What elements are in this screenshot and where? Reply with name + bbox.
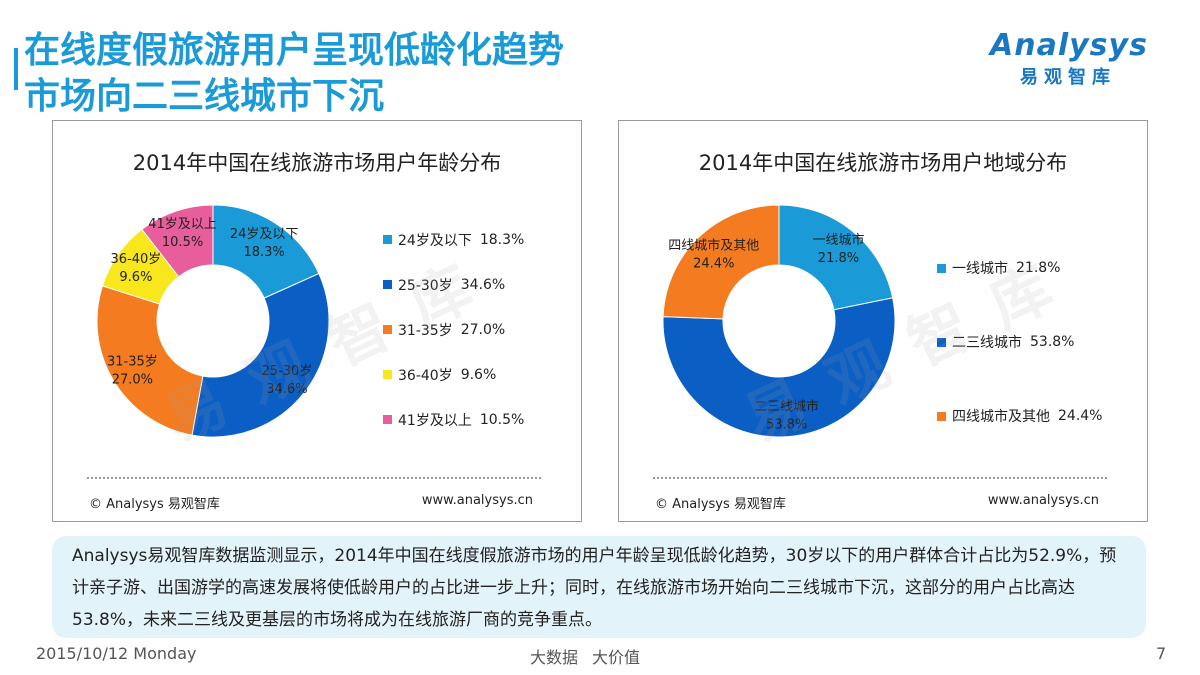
- region-donut-chart: 一线城市 21.8% 二三线城市 53.8% 四线城市及其他 24.4%: [662, 204, 896, 438]
- copyright: © Analysys 易观智库: [655, 497, 786, 512]
- legend-value: 9.6%: [460, 366, 497, 383]
- legend-value: 27.0%: [460, 321, 506, 338]
- legend-item: 四线城市及其他 24.4%: [937, 379, 1102, 453]
- chart-title: 2014年中国在线旅游市场用户年龄分布: [132, 151, 502, 175]
- legend-label: 一线城市: [952, 261, 1008, 277]
- copyright: © Analysys 易观智库: [89, 497, 220, 512]
- slice-2: [96, 285, 204, 436]
- slice-value-label: 9.6%: [119, 270, 152, 285]
- slogan-1: 大数据: [530, 648, 579, 667]
- slice-name-label: 31-35岁: [107, 354, 158, 369]
- legend-value: 34.6%: [460, 276, 506, 293]
- legend-label: 36-40岁: [398, 367, 453, 384]
- legend-label: 四线城市及其他: [952, 409, 1050, 425]
- legend-label: 二三线城市: [952, 335, 1022, 351]
- slice-name-label: 一线城市: [812, 232, 864, 248]
- slice-value-label: 53.8%: [766, 418, 807, 433]
- analysys-logo: Analysys 易观智库: [990, 28, 1170, 108]
- slice-name-label: 四线城市及其他: [668, 237, 759, 253]
- slice-name-label: 二三线城市: [754, 399, 819, 415]
- legend-label: 41岁及以上: [398, 412, 472, 429]
- legend-item: 二三线城市 53.8%: [937, 305, 1102, 379]
- slice-value-label: 18.3%: [243, 245, 284, 260]
- legend-item: 36-40岁 9.6%: [383, 352, 524, 397]
- divider: [87, 477, 541, 479]
- slice-name-label: 24岁及以下: [230, 227, 299, 242]
- legend-swatch: [937, 337, 946, 347]
- legend-item: 一线城市 21.8%: [937, 231, 1102, 305]
- legend-swatch: [937, 411, 946, 421]
- logo-text-en: Analysys: [990, 28, 1148, 63]
- date: 2015/10/12 Monday: [36, 644, 197, 663]
- slice-0: [778, 204, 894, 311]
- slice-1: [191, 272, 330, 438]
- slice-value-label: 24.4%: [693, 256, 734, 271]
- legend-item: 24岁及以下 18.3%: [383, 217, 524, 262]
- legend-item: 31-35岁 27.0%: [383, 307, 524, 352]
- age-donut-chart: 24岁及以下 18.3% 25-30岁 34.6% 31-35岁 27.0% 36-40岁 9…: [96, 204, 330, 438]
- slice-4: [141, 204, 214, 278]
- age-chart-panel: 2014年中国在线旅游市场用户年龄分布 24岁及以下 18.3% 25-30岁 34.…: [52, 120, 582, 522]
- legend-label: 31-35岁: [398, 322, 453, 339]
- legend-swatch: [937, 263, 946, 273]
- age-legend: 24岁及以下 18.3% 25-30岁 34.6% 31-35岁 27.0% 36-40岁 9…: [383, 217, 524, 442]
- legend-value: 10.5%: [479, 411, 525, 428]
- legend-label: 24岁及以下: [398, 232, 472, 249]
- summary-text: Analysys易观智库数据监测显示，2014年中国在线度假旅游市场的用户年龄呈…: [52, 536, 1146, 638]
- legend-value: 24.4%: [1058, 408, 1103, 424]
- slice-value-label: 10.5%: [162, 235, 203, 250]
- divider: [653, 477, 1107, 479]
- legend-swatch: [383, 235, 392, 244]
- legend-value: 21.8%: [1016, 260, 1061, 276]
- title-accent-bar: [14, 48, 18, 90]
- legend-swatch: [383, 280, 392, 289]
- slice-value-label: 21.8%: [818, 251, 859, 266]
- slice-2: [662, 204, 780, 320]
- source-url: www.analysys.cn: [987, 493, 1099, 508]
- legend-item: 41岁及以上 10.5%: [383, 397, 524, 442]
- source-url: www.analysys.cn: [421, 493, 533, 508]
- title-line-1: 在线度假旅游用户呈现低龄化趋势: [24, 30, 565, 71]
- page-number: 7: [1156, 644, 1167, 663]
- logo-text-cn: 易观智库: [1020, 67, 1116, 88]
- slice-value-label: 34.6%: [266, 382, 307, 397]
- slogan-2: 大价值: [592, 648, 641, 667]
- slice-name-label: 41岁及以上: [148, 217, 217, 232]
- legend-swatch: [383, 415, 392, 424]
- page-title: 在线度假旅游用户呈现低龄化趋势 市场向二三线城市下沉: [24, 28, 564, 120]
- footer-slogan: 大数据 大价值: [530, 644, 654, 668]
- slice-1: [662, 297, 896, 438]
- title-line-2: 市场向二三线城市下沉: [24, 76, 385, 117]
- legend-value: 53.8%: [1030, 334, 1075, 350]
- legend-swatch: [383, 325, 392, 334]
- slice-name-label: 25-30岁: [262, 364, 313, 379]
- legend-swatch: [383, 370, 392, 379]
- slice-name-label: 36-40岁: [111, 252, 162, 267]
- slice-value-label: 27.0%: [112, 372, 153, 387]
- legend-label: 25-30岁: [398, 277, 453, 294]
- legend-value: 18.3%: [479, 231, 525, 248]
- chart-title: 2014年中国在线旅游市场用户地域分布: [698, 151, 1068, 175]
- region-legend: 一线城市 21.8% 二三线城市 53.8% 四线城市及其他 24.4%: [937, 231, 1102, 453]
- legend-item: 25-30岁 34.6%: [383, 262, 524, 307]
- region-chart-panel: 2014年中国在线旅游市场用户地域分布 一线城市 21.8% 二三线城市 53.8% 四…: [618, 120, 1148, 522]
